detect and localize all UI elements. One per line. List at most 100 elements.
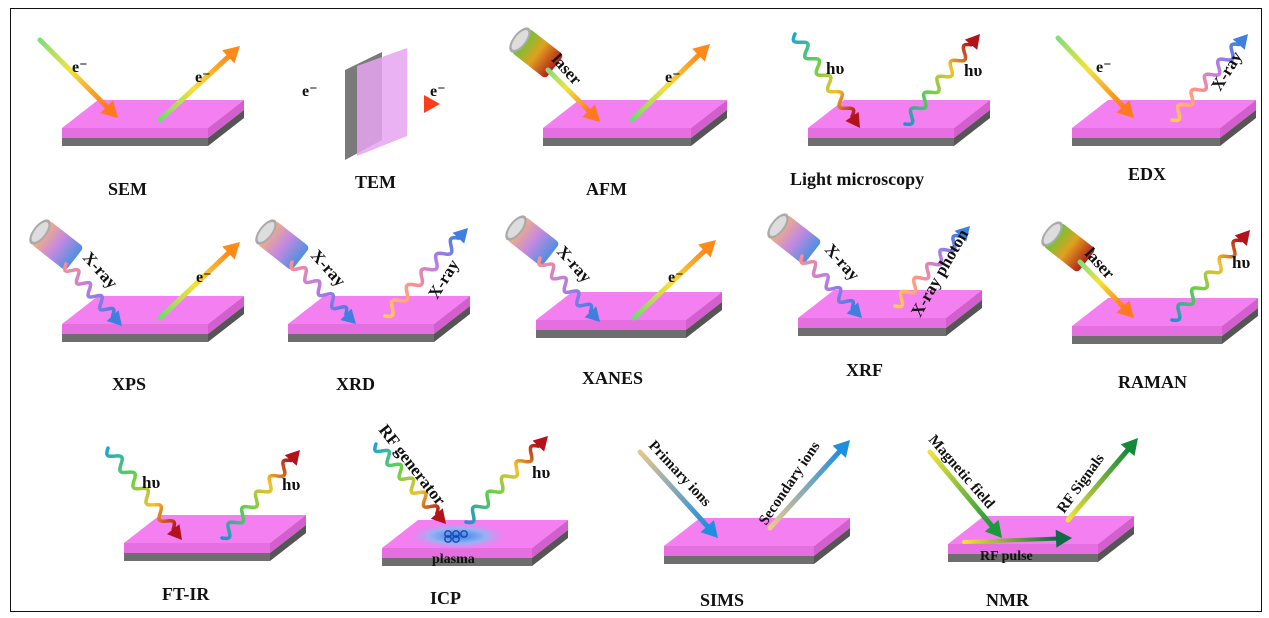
nmr-rf-signal-beam [1065,447,1131,523]
xrd-incoming-wave [289,260,349,317]
sem-outgoing-beam-head [222,46,240,64]
afm-title: AFM [586,179,627,199]
ftir-title: FT-IR [162,584,210,604]
undefined-slab-front [288,324,434,334]
xanes-outgoing-beam-head [698,240,716,258]
tem-title: TEM [355,172,396,192]
xanes-incoming-wave [537,256,594,314]
undefined-slab-front [536,320,686,330]
icp-outgoing-wave [464,443,541,525]
sem-incoming-beam-head [100,100,118,118]
light-outgoing-label: hυ [964,61,982,80]
sem-outgoing-label: e⁻ [195,69,211,86]
edx-incoming-beam [1055,35,1126,109]
xrd-incoming-label: X-ray [307,246,350,291]
sem-incoming-beam [37,37,110,110]
xanes-outgoing-beam [631,248,707,321]
undefined-slab-front [543,128,691,138]
nmr-magnetic-field-beam-head [984,519,1002,538]
undefined-slab-base [62,334,208,342]
edx-outgoing-wave [1170,42,1241,123]
nmr-rf-pulse-beam [962,536,1059,544]
undefined-slab-front [948,544,1098,554]
raman-incoming-beam [1077,259,1126,309]
icp-title: ICP [430,588,461,608]
afm-outgoing-beam-head [692,44,710,62]
sem-title: SEM [108,179,147,199]
sem-outgoing-beam [157,54,231,123]
raman-outgoing-wave [1170,238,1243,323]
icp-plasma-swirl-icon [444,530,468,543]
edx-incoming-label: e⁻ [1096,59,1112,76]
afm-laser-source [509,27,563,78]
light-incoming-wave [791,32,856,119]
ftir-outgoing-label: hυ [282,475,300,494]
undefined-slab-top [798,290,982,318]
nmr-rf-pulse-beam-head [1055,529,1072,548]
tem-incoming-label: e⁻ [302,83,318,100]
undefined-slab-base [382,558,532,566]
sims-primary-ion-beam [637,449,710,529]
nmr-rf-signal-beam-head [1120,438,1138,457]
undefined-slab-top [62,296,244,324]
xrf-title: XRF [846,360,883,380]
xrd-xray-source [255,219,309,270]
raman-outgoing-label: hυ [1232,253,1250,272]
panel-afm: laser e⁻AFM [509,27,727,199]
xrf-outgoing-wave [893,233,963,309]
undefined-slab-base [948,554,1098,562]
xrf-outgoing-wave-head [954,226,970,242]
undefined-slab-front [382,548,532,558]
undefined-slab-base [664,556,814,564]
xrd-outgoing-wave [383,235,461,319]
panel-light-microscopy: hυ hυ Light microscopy [790,32,990,189]
xps-outgoing-beam [157,250,231,321]
sem-incoming-label: e⁻ [72,59,88,76]
tem-outgoing-label: e⁻ [430,83,446,100]
undefined-slab-base [1072,138,1220,146]
xrd-outgoing-label: X-ray [424,256,463,303]
edx-outgoing-label: X-ray [1207,48,1246,95]
tem-beam-head [424,95,440,113]
panel-edx: e⁻ X-ray EDX [1055,34,1256,184]
panel-tem: e⁻ e⁻ TEM [297,48,446,192]
xanes-incoming-label: X-ray [553,242,596,287]
undefined-slab-front [664,546,814,556]
undefined-slab-top [1072,100,1256,128]
undefined-slab-base [543,138,691,146]
undefined-slab-front [1072,326,1222,336]
undefined-slab-base [124,553,270,561]
light-outgoing-wave [903,42,973,127]
xps-outgoing-beam-head [222,242,240,260]
undefined-slab-front [62,324,208,334]
undefined-slab-front [124,543,270,553]
afm-outgoing-beam [629,52,702,123]
xps-xray-source [29,219,83,270]
nmr-title: NMR [986,590,1030,610]
raman-title: RAMAN [1118,372,1187,392]
ftir-outgoing-wave-head [284,450,300,466]
xps-outgoing-label: e⁻ [196,269,212,286]
undefined-slab-base [808,138,954,146]
xps-incoming-label: X-ray [79,248,122,293]
xps-title: XPS [112,374,146,394]
xrf-incoming-wave [799,254,856,310]
undefined-slab-front [808,128,954,138]
undefined-slab-base [288,334,434,342]
light-outgoing-wave-head [964,34,980,50]
panel-sem: e⁻ e⁻ SEM [37,37,244,199]
icp-incoming-wave [373,442,440,516]
light-title: Light microscopy [790,169,924,189]
sims-primary-ion-beam-head [700,520,718,538]
undefined-slab-base [62,138,208,146]
afm-incoming-beam [545,67,592,114]
raman-outgoing-wave-head [1234,230,1250,246]
xps-incoming-wave [62,262,116,318]
raman-laser-source [1041,221,1095,272]
edx-title: EDX [1128,164,1166,184]
